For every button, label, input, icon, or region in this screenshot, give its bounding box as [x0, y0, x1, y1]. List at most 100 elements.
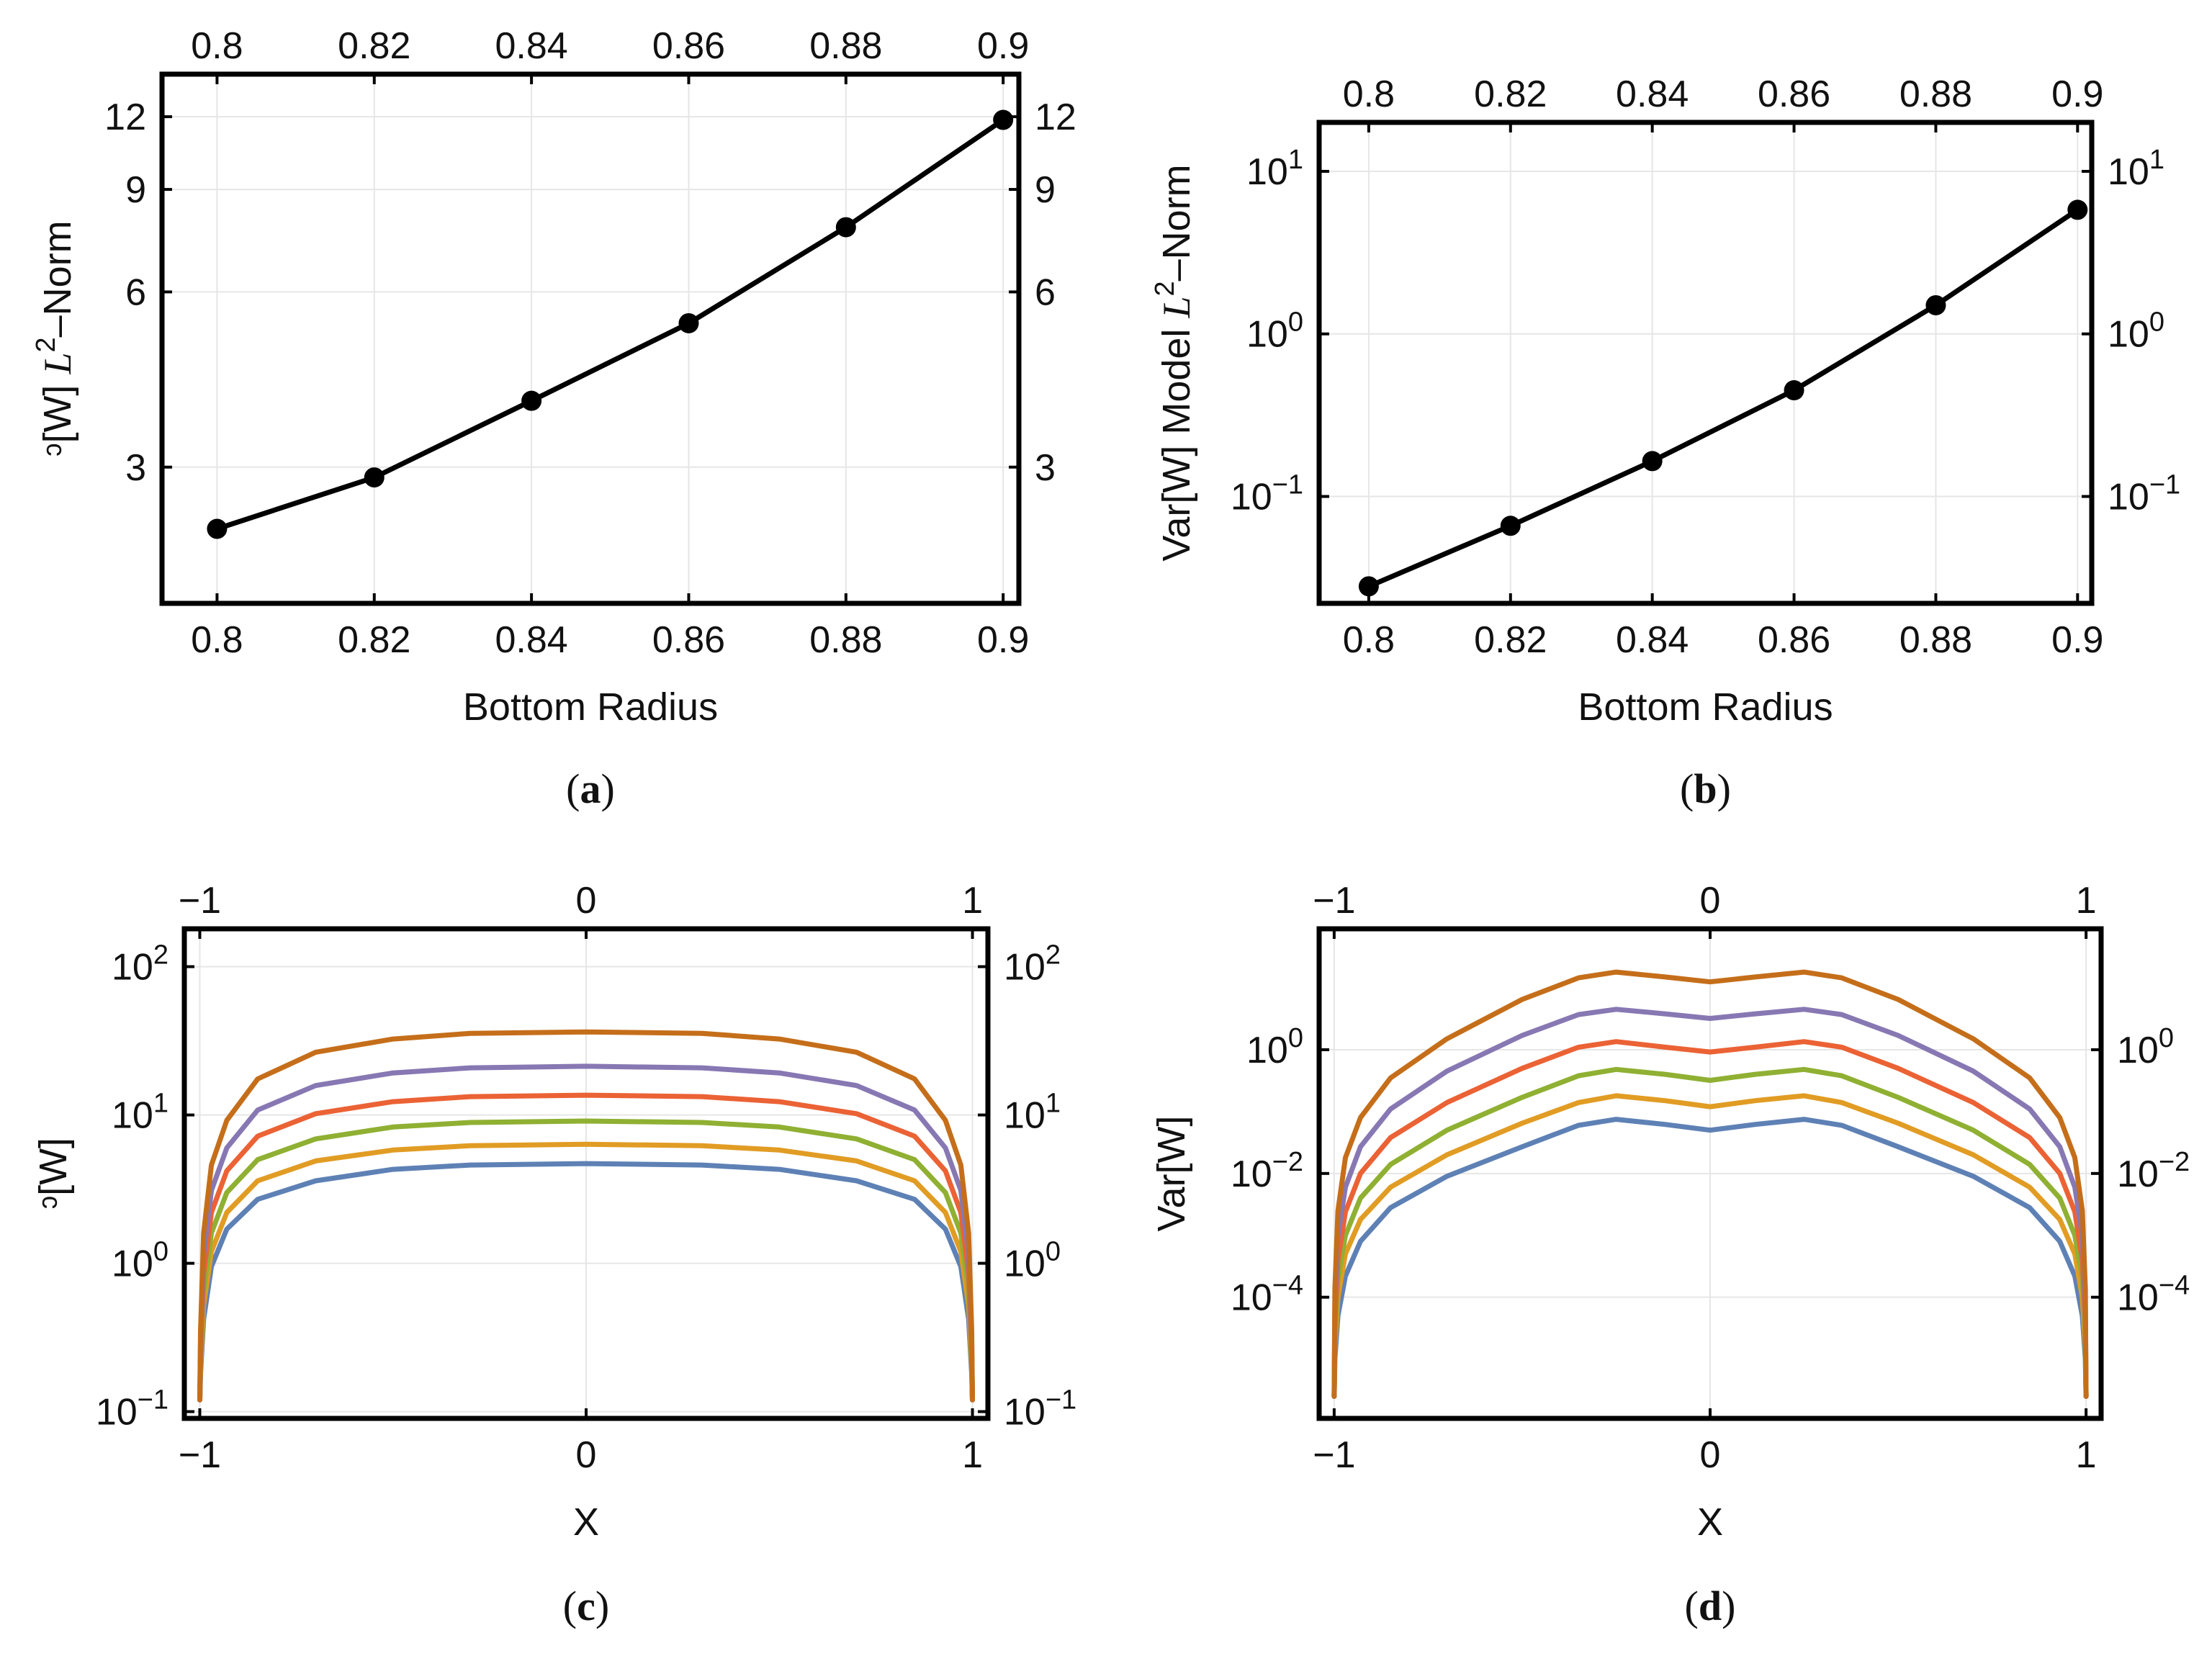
- y-tick-label-left: 101: [112, 1089, 168, 1137]
- y-tick-label-left: 102: [112, 940, 168, 989]
- x-tick-label-bottom: 0.84: [1616, 619, 1689, 661]
- x-tick-label-bottom: 0.8: [1343, 619, 1395, 661]
- panel-caption: (c): [563, 1583, 609, 1629]
- y-tick-label-left: 10−2: [1231, 1147, 1303, 1195]
- x-tick-label-bottom: 0.88: [809, 619, 882, 661]
- chart-b: 0.8 0.8 0.82 0.82 0.84 0.84 0.86 0.86 0.88 0.88 0.…: [1150, 73, 2180, 812]
- y-tick-label-right: 12: [1035, 96, 1076, 138]
- series-line-2: [1331, 1066, 2089, 1399]
- y-tick-label-right: 3: [1035, 447, 1056, 489]
- y-tick-label-right: 101: [2108, 145, 2164, 193]
- y-tick-label-left: 10−1: [1231, 470, 1303, 518]
- chart-d: −1 −1 0 0 1 1 10−4 10−4 10−2 10−2 100 100 X Var[W] (d): [1150, 880, 2190, 1629]
- y-tick-label-right: 10−1: [2108, 470, 2180, 518]
- x-tick-label-top: −1: [1313, 880, 1355, 922]
- x-tick-label-top: 0.86: [652, 25, 725, 67]
- x-tick-label-bottom: 0: [576, 1434, 597, 1476]
- y-tick-label-right: 100: [2117, 1023, 2174, 1071]
- x-tick-label-top: 0.84: [1616, 73, 1689, 115]
- x-tick-label-bottom: 0.84: [495, 619, 568, 661]
- y-tick-label-right: 10−2: [2117, 1147, 2190, 1195]
- x-tick-label-top: 0.8: [1343, 73, 1395, 115]
- plot-frame: [159, 71, 1022, 606]
- data-point: [678, 312, 699, 333]
- y-tick-label-right: 6: [1035, 271, 1056, 313]
- x-tick-label-top: 0.84: [495, 25, 568, 67]
- x-tick-label-bottom: 0.86: [652, 619, 725, 661]
- data-point: [1925, 294, 1946, 315]
- panel-caption: (b): [1680, 765, 1731, 812]
- y-tick-label-right: 9: [1035, 169, 1056, 211]
- y-tick-label-right: 102: [1004, 940, 1061, 989]
- series-line-4: [1331, 1007, 2089, 1399]
- y-tick-label-right: 100: [1004, 1237, 1061, 1285]
- y-tick-label-right: 10−1: [1004, 1385, 1076, 1434]
- series-line-0: [1366, 207, 2080, 589]
- series-line-5: [197, 1029, 975, 1403]
- data-point: [1642, 451, 1663, 472]
- data-point: [2067, 199, 2088, 220]
- x-tick-label-bottom: 0.9: [977, 619, 1029, 661]
- y-tick-label-left: 3: [125, 447, 146, 489]
- x-axis-title: Bottom Radius: [1578, 685, 1833, 729]
- x-tick-label-bottom: 0.86: [1758, 619, 1830, 661]
- y-tick-label-left: 12: [104, 96, 146, 138]
- x-tick-label-top: 0.8: [191, 25, 243, 67]
- x-tick-label-top: 0.9: [977, 25, 1029, 67]
- x-axis-title: Bottom Radius: [463, 685, 718, 729]
- series-line-0: [214, 117, 1006, 531]
- x-tick-label-bottom: 1: [962, 1434, 983, 1476]
- data-point: [521, 390, 542, 411]
- y-axis-title: Var[W]: [1150, 1116, 1193, 1232]
- y-tick-label-left: 10−1: [96, 1385, 168, 1434]
- series-line-1: [1331, 1093, 2089, 1399]
- x-tick-label-top: 0.82: [1474, 73, 1547, 115]
- y-tick-label-right: 10−4: [2117, 1271, 2190, 1319]
- x-tick-label-bottom: 0.82: [1474, 619, 1547, 661]
- x-tick-label-bottom: 0.88: [1899, 619, 1972, 661]
- series-line-5: [1331, 969, 2089, 1399]
- y-tick-label-right: 101: [1004, 1089, 1061, 1137]
- x-tick-label-bottom: −1: [179, 1434, 221, 1476]
- x-tick-label-top: 1: [962, 880, 983, 922]
- data-point: [364, 467, 385, 488]
- x-axis-title: X: [1697, 1500, 1723, 1544]
- y-tick-label-left: 9: [125, 169, 146, 211]
- x-tick-label-top: 1: [2076, 880, 2097, 922]
- y-tick-label-left: 6: [125, 271, 146, 313]
- y-axis-title: ᵓ[W] L2–Norm: [31, 220, 79, 456]
- y-axis-title: Var[W] Model L2–Norm: [1150, 164, 1198, 561]
- series-line-3: [197, 1092, 975, 1403]
- series-line-2: [197, 1118, 975, 1403]
- x-tick-label-bottom: 0.9: [2051, 619, 2103, 661]
- panel-caption: (a): [566, 765, 615, 812]
- x-tick-label-bottom: 0.82: [338, 619, 410, 661]
- x-tick-label-top: 0: [576, 880, 597, 922]
- y-tick-label-left: 100: [112, 1237, 168, 1285]
- data-point: [207, 518, 228, 539]
- x-tick-label-bottom: 0.8: [191, 619, 243, 661]
- x-tick-label-top: 0.88: [1899, 73, 1972, 115]
- y-axis-title: ᵓ[W]: [32, 1138, 75, 1210]
- panel-caption: (d): [1685, 1583, 1736, 1629]
- x-tick-label-top: 0.86: [1758, 73, 1830, 115]
- x-tick-label-bottom: 0: [1700, 1434, 1721, 1476]
- data-point: [1784, 380, 1804, 401]
- y-tick-label-left: 100: [1246, 1023, 1303, 1071]
- data-point: [835, 217, 856, 238]
- y-tick-label-left: 101: [1246, 145, 1303, 193]
- x-tick-label-bottom: −1: [1313, 1434, 1355, 1476]
- x-tick-label-bottom: 1: [2076, 1434, 2097, 1476]
- x-tick-label-top: 0.88: [809, 25, 882, 67]
- x-tick-label-top: 0: [1700, 880, 1721, 922]
- series-line-3: [1331, 1039, 2089, 1399]
- data-point: [1358, 576, 1379, 597]
- series-line-4: [197, 1063, 975, 1403]
- y-tick-label-right: 100: [2108, 307, 2164, 356]
- data-point: [993, 109, 1014, 130]
- x-tick-label-top: 0.82: [338, 25, 410, 67]
- x-tick-label-top: −1: [179, 880, 221, 922]
- x-tick-label-top: 0.9: [2051, 73, 2103, 115]
- data-point: [1500, 516, 1521, 536]
